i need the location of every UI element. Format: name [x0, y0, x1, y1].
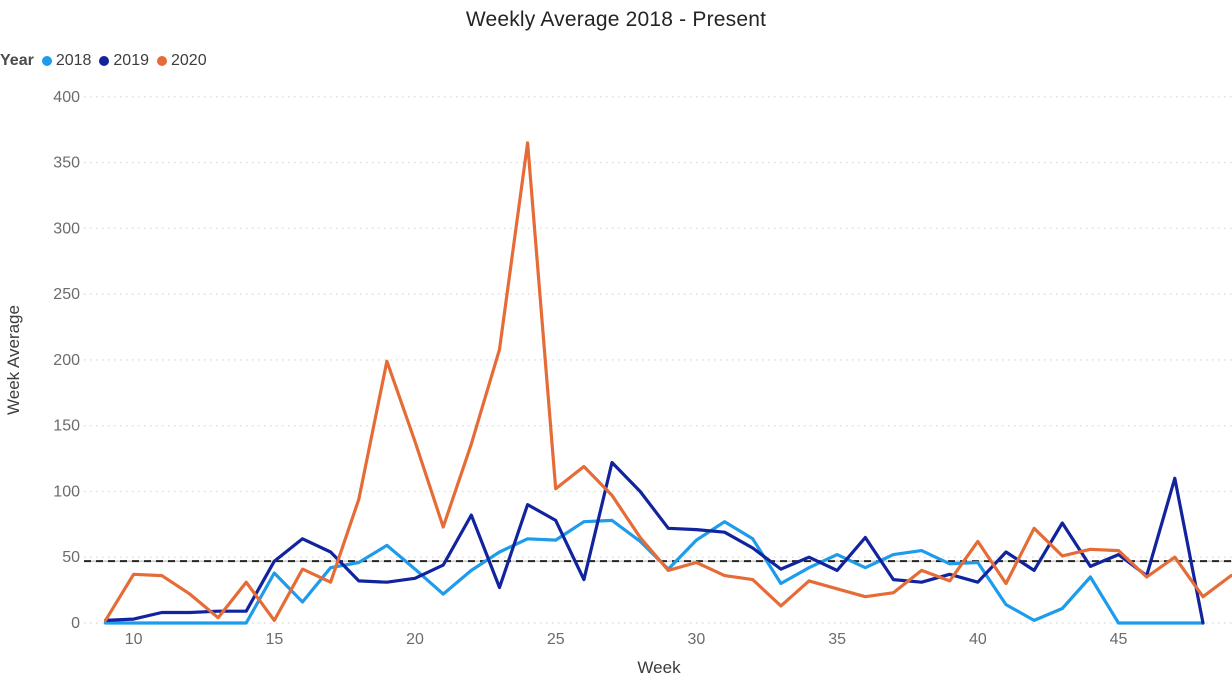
legend-dot-2018: [41, 56, 52, 66]
chart-title: Weekly Average 2018 - Present: [465, 8, 767, 31]
legend-item-2018[interactable]: 2018: [41, 52, 92, 70]
legend: Year 2018 2019 2020: [0, 50, 215, 72]
x-tick-label-40: 40: [969, 631, 987, 648]
y-tick-label-0: 0: [71, 615, 80, 632]
legend-label: 2020: [171, 52, 207, 69]
x-tick-label-15: 15: [265, 631, 283, 648]
y-tick-label-150: 150: [53, 418, 80, 435]
legend-label: 2019: [113, 52, 149, 69]
x-tick-label-20: 20: [406, 631, 424, 648]
x-tick-label-10: 10: [125, 631, 143, 648]
series-line-2020[interactable]: [103, 141, 1232, 623]
x-axis-title: Week: [637, 658, 681, 677]
x-tick-label-25: 25: [547, 631, 565, 648]
legend-item-2020[interactable]: 2020: [157, 52, 207, 70]
legend-item-2019[interactable]: 2019: [99, 52, 149, 70]
x-tick-label-30: 30: [688, 631, 706, 648]
y-axis-title: Week Average: [4, 305, 23, 415]
y-tick-label-200: 200: [53, 352, 80, 369]
legend-dot-2020: [157, 56, 167, 66]
legend-dot-2019: [99, 56, 110, 66]
series-line-2019[interactable]: [103, 460, 1205, 625]
y-tick-label-100: 100: [53, 483, 80, 500]
legend-label: 2018: [55, 52, 92, 69]
y-tick-label-350: 350: [53, 155, 80, 172]
y-tick-label-400: 400: [53, 89, 80, 106]
y-tick-label-300: 300: [53, 220, 80, 237]
x-tick-label-35: 35: [828, 631, 846, 648]
y-tick-label-50: 50: [62, 549, 80, 566]
x-tick-label-45: 45: [1110, 631, 1128, 648]
y-tick-label-250: 250: [53, 286, 80, 303]
legend-title: Year: [0, 52, 34, 69]
